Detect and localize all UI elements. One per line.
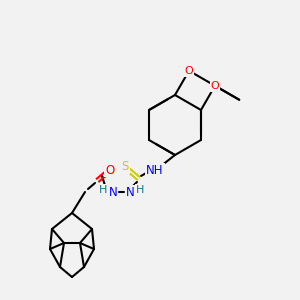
Text: O: O [211,81,219,91]
Text: O: O [105,164,115,176]
Text: S: S [121,160,129,173]
Text: N: N [126,185,134,199]
Text: N: N [109,185,117,199]
Text: NH: NH [146,164,164,176]
Text: O: O [184,66,194,76]
Text: H: H [99,185,107,195]
Text: H: H [136,185,144,195]
